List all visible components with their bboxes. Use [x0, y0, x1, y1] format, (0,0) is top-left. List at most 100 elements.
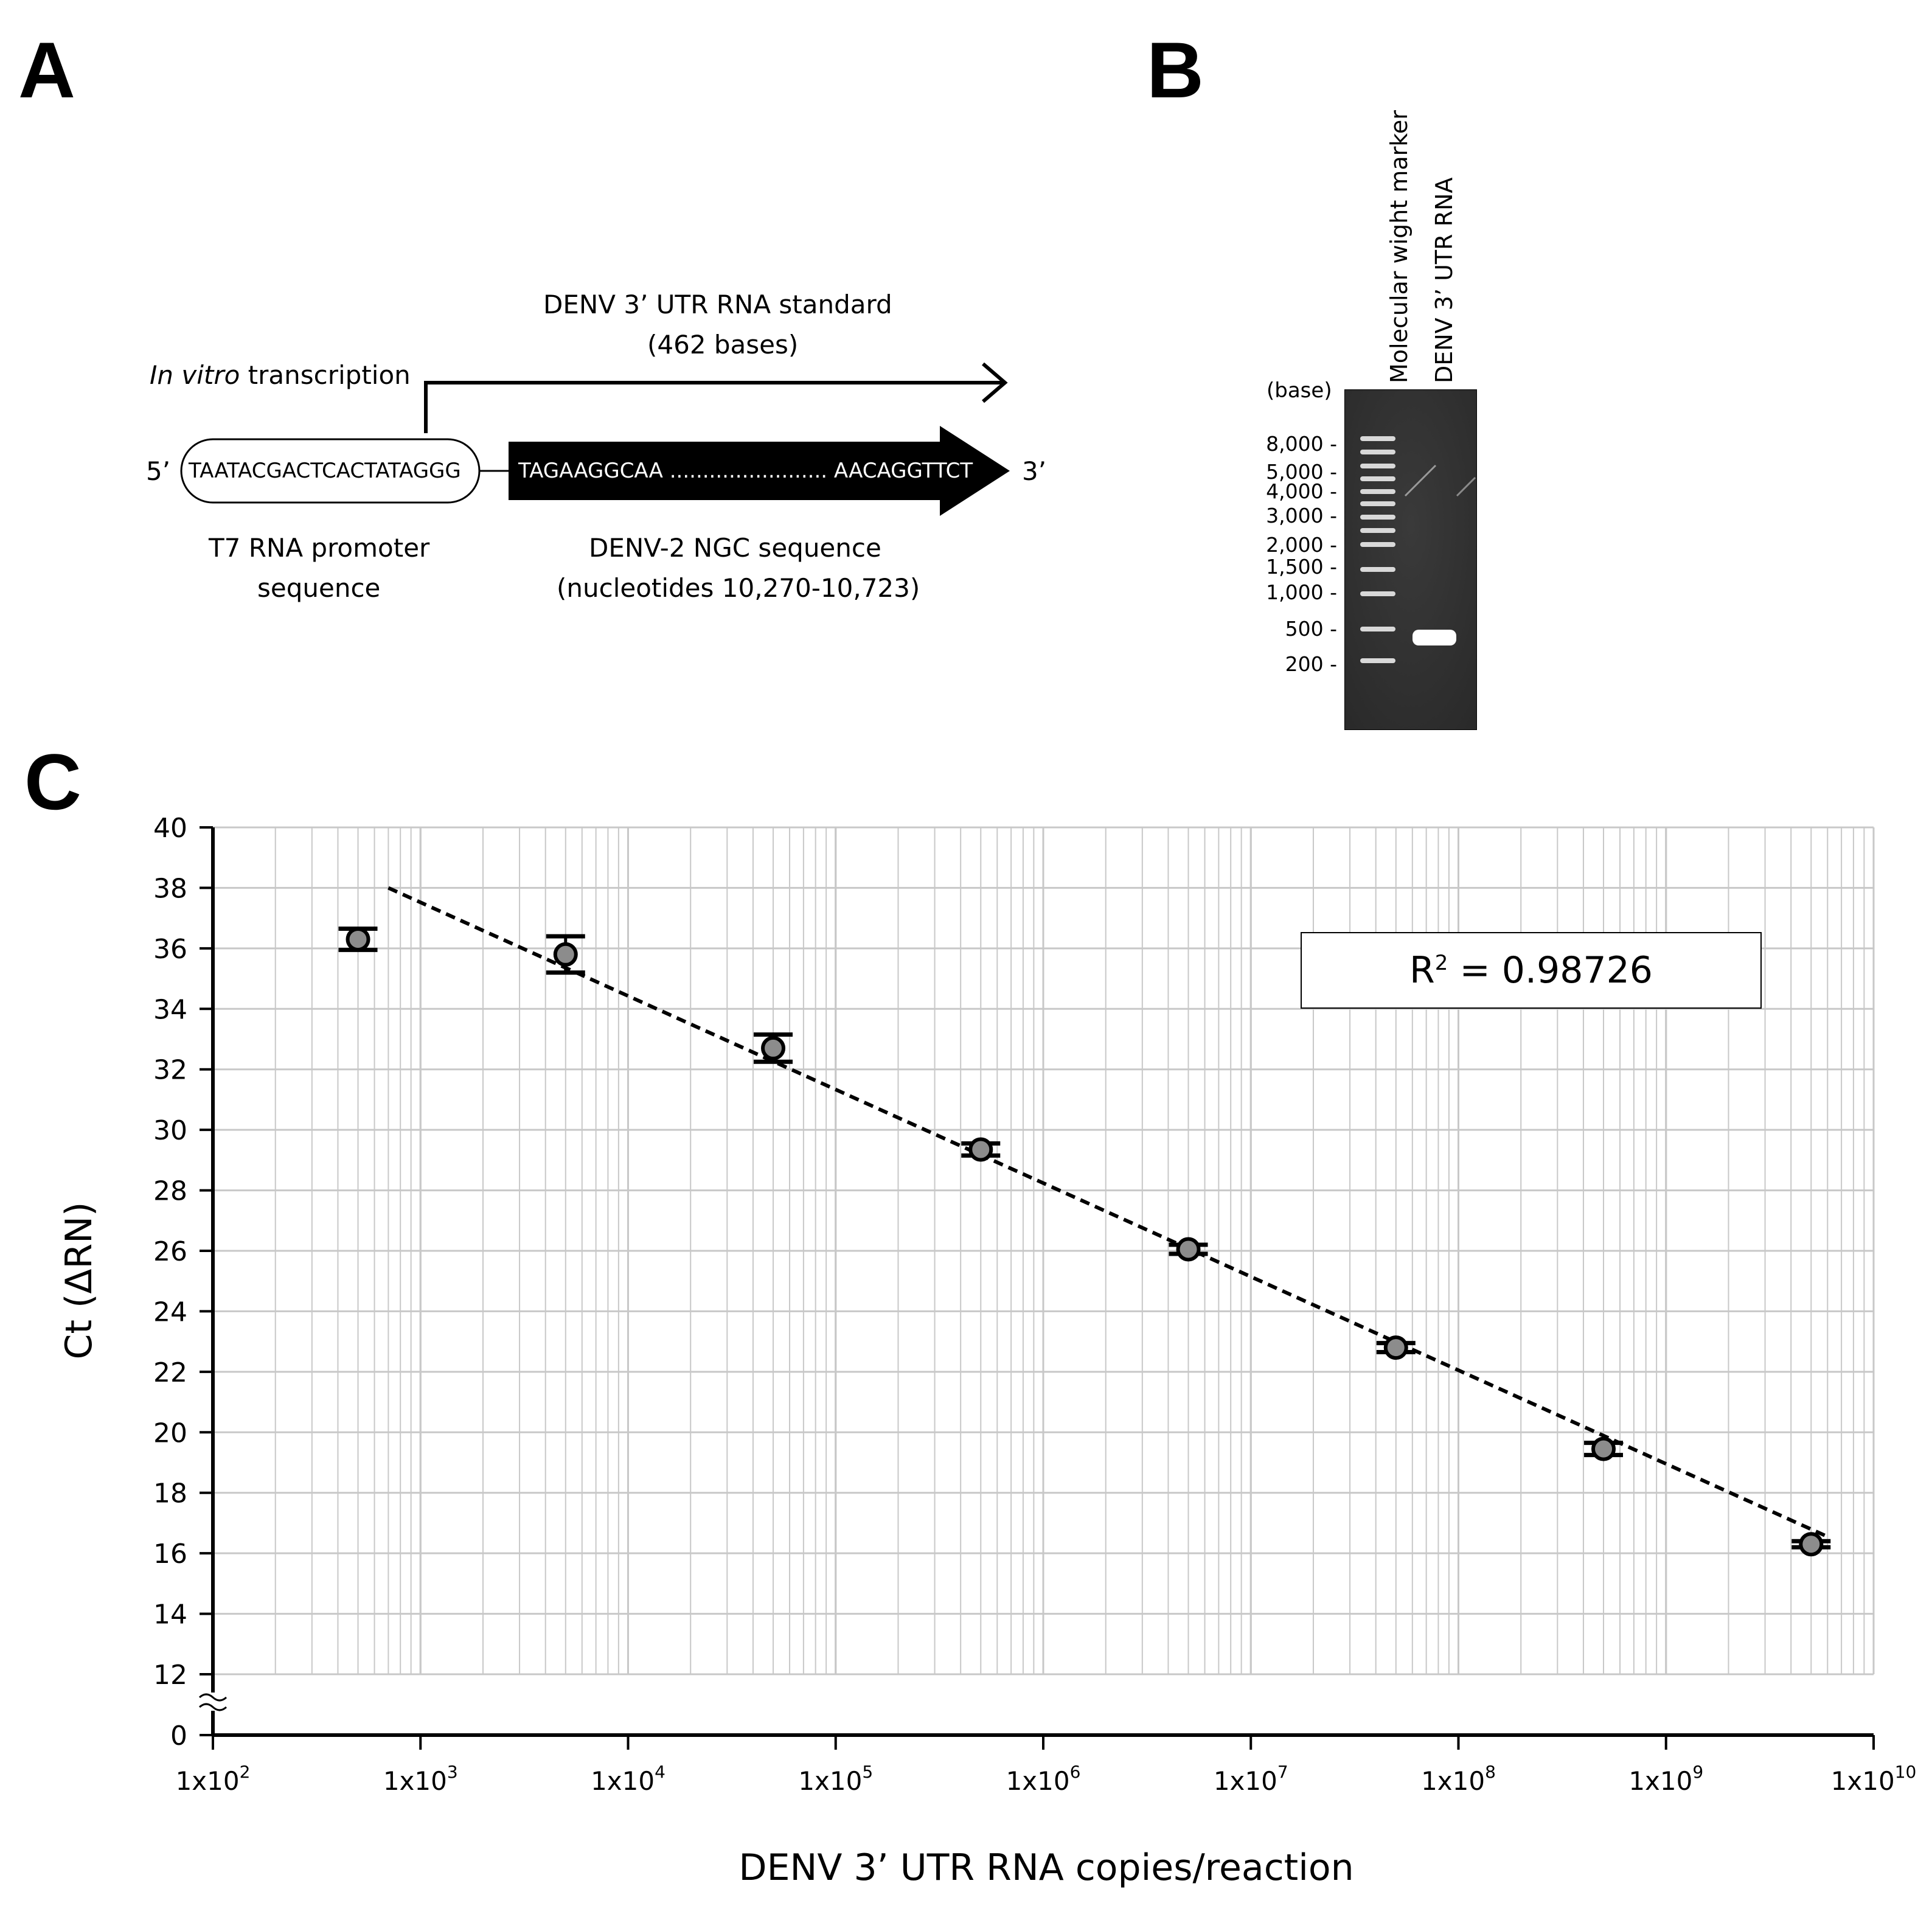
y-axis-title: Ct (ΔRN) — [58, 1202, 100, 1360]
gel-streak — [1456, 476, 1476, 497]
ladder-band — [1360, 436, 1395, 441]
denv-rna-band — [1413, 630, 1456, 645]
y-tick-label: 18 — [153, 1478, 187, 1509]
ladder-bands — [1360, 436, 1395, 663]
marker-label: 200 - — [1285, 652, 1337, 676]
standard-length: (462 bases) — [647, 330, 799, 360]
transcription-label-italic: In vitro — [150, 360, 240, 390]
y-tick-label: 28 — [153, 1176, 187, 1207]
x-tick-label: 1x103 — [383, 1762, 458, 1796]
y-tick-label: 32 — [153, 1055, 187, 1086]
panel-c-letter: C — [24, 737, 82, 826]
data-point — [761, 1035, 786, 1060]
y-tick-label: 22 — [153, 1357, 187, 1388]
x-tick-label: 1x107 — [1214, 1762, 1288, 1796]
axis-break-mark — [198, 1703, 228, 1711]
transcription-arrowhead — [982, 362, 1008, 403]
gel-unit-label: (base) — [1267, 378, 1332, 403]
marker-label: 1,000 - — [1266, 580, 1337, 604]
panel-a: In vitro transcription DENV 3’ UTR RNA s… — [0, 0, 1095, 669]
promoter-label-line2: sequence — [257, 573, 381, 603]
gel-streak — [1404, 464, 1437, 497]
promoter-label-line1: T7 RNA promoter — [209, 533, 430, 563]
ladder-band — [1360, 501, 1395, 506]
r-squared-box: R2 = 0.98726 — [1301, 932, 1762, 1009]
promoter-sequence: TAATACGACTCACTATAGGG — [189, 459, 461, 483]
y-tick-label: 16 — [153, 1539, 187, 1570]
ladder-band — [1360, 450, 1395, 454]
x-tick-label: 1x105 — [798, 1762, 873, 1796]
r-squared-text: R2 = 0.98726 — [1409, 949, 1653, 992]
transcription-label: In vitro transcription — [150, 360, 411, 390]
data-point — [968, 1137, 993, 1162]
y-tick-label: 12 — [153, 1660, 187, 1691]
chart-trendline-layer — [387, 886, 1829, 1539]
ladder-band — [1360, 567, 1395, 572]
ladder-band — [1360, 627, 1395, 631]
chart-gridlines — [212, 826, 1875, 1675]
y-tick-label: 36 — [153, 934, 187, 965]
five-prime-label: 5’ — [146, 456, 171, 486]
x-axis-title: DENV 3’ UTR RNA copies/reaction — [738, 1846, 1353, 1889]
data-point — [1799, 1532, 1824, 1557]
ladder-band — [1360, 489, 1395, 494]
x-tick-label: 1x104 — [591, 1762, 665, 1796]
ngc-label-line2: (nucleotides 10,270-10,723) — [557, 573, 920, 603]
data-point — [553, 942, 578, 967]
x-tick-label: 1x1010 — [1831, 1762, 1917, 1796]
data-point — [1176, 1237, 1201, 1262]
y-tick-label: 24 — [153, 1296, 187, 1327]
ladder-band — [1360, 464, 1395, 468]
y-tick-label: 26 — [153, 1236, 187, 1267]
chart-points-layer — [338, 927, 1831, 1557]
data-point — [346, 927, 370, 952]
marker-label: 4,000 - — [1266, 479, 1337, 503]
construct-diagram — [180, 362, 1010, 516]
marker-label: 2,000 - — [1266, 533, 1337, 557]
panel-a-letter: A — [18, 26, 75, 114]
r-squared-symbol: R — [1409, 949, 1435, 992]
ladder-band — [1360, 528, 1395, 533]
transcription-start-arrow — [424, 381, 1004, 433]
data-point — [1383, 1335, 1408, 1360]
ladder-band — [1360, 658, 1395, 663]
y-tick-label: 30 — [153, 1115, 187, 1146]
chart-axes — [198, 826, 1875, 1750]
x-tick-label: 1x108 — [1421, 1762, 1496, 1796]
panel-b: Molecular wight marker DENV 3’ UTR RNA (… — [0, 0, 1932, 742]
r-squared-superscript: 2 — [1434, 951, 1448, 975]
marker-label: 500 - — [1285, 617, 1337, 641]
y-tick-label: 40 — [153, 813, 187, 844]
y-tick-label: 20 — [153, 1418, 187, 1449]
marker-label: 8,000 - — [1266, 432, 1337, 456]
chart-text-layer: 40 38 36 34 32 30 28 26 24 22 20 18 16 14 12 0 1x102 1x10… — [58, 813, 1916, 1889]
ladder-band — [1360, 476, 1395, 481]
y-tick-label: 34 — [153, 994, 187, 1025]
ngc-label-line1: DENV-2 NGC sequence — [589, 533, 881, 563]
ladder-band — [1360, 591, 1395, 596]
x-tick-label: 1x102 — [176, 1762, 251, 1796]
x-tick-label: 1x106 — [1006, 1762, 1081, 1796]
gel-background — [1344, 389, 1477, 730]
axis-break-mark — [198, 1693, 228, 1702]
r-squared-value: = 0.98726 — [1448, 949, 1653, 992]
ngc-arrow — [509, 426, 1010, 516]
standard-title: DENV 3’ UTR RNA standard — [543, 290, 892, 319]
marker-label: 5,000 - — [1266, 460, 1337, 484]
marker-label: 3,000 - — [1266, 504, 1337, 527]
three-prime-label: 3’ — [1022, 456, 1047, 486]
y-tick-label: 14 — [153, 1599, 187, 1630]
trendline — [387, 886, 1829, 1539]
panel-b-letter: B — [1147, 26, 1204, 114]
gel-image — [1344, 389, 1477, 730]
ladder-band — [1360, 542, 1395, 547]
marker-label: 1,500 - — [1266, 555, 1337, 579]
y-tick-label: 38 — [153, 873, 187, 904]
ngc-sequence: TAGAAGGCAA ........................ AACA… — [518, 459, 973, 483]
transcription-label-rest: transcription — [240, 360, 411, 390]
data-point — [1591, 1436, 1616, 1461]
y-tick-label: 0 — [170, 1720, 187, 1752]
x-tick-label: 1x109 — [1628, 1762, 1703, 1796]
ladder-band — [1360, 515, 1395, 520]
